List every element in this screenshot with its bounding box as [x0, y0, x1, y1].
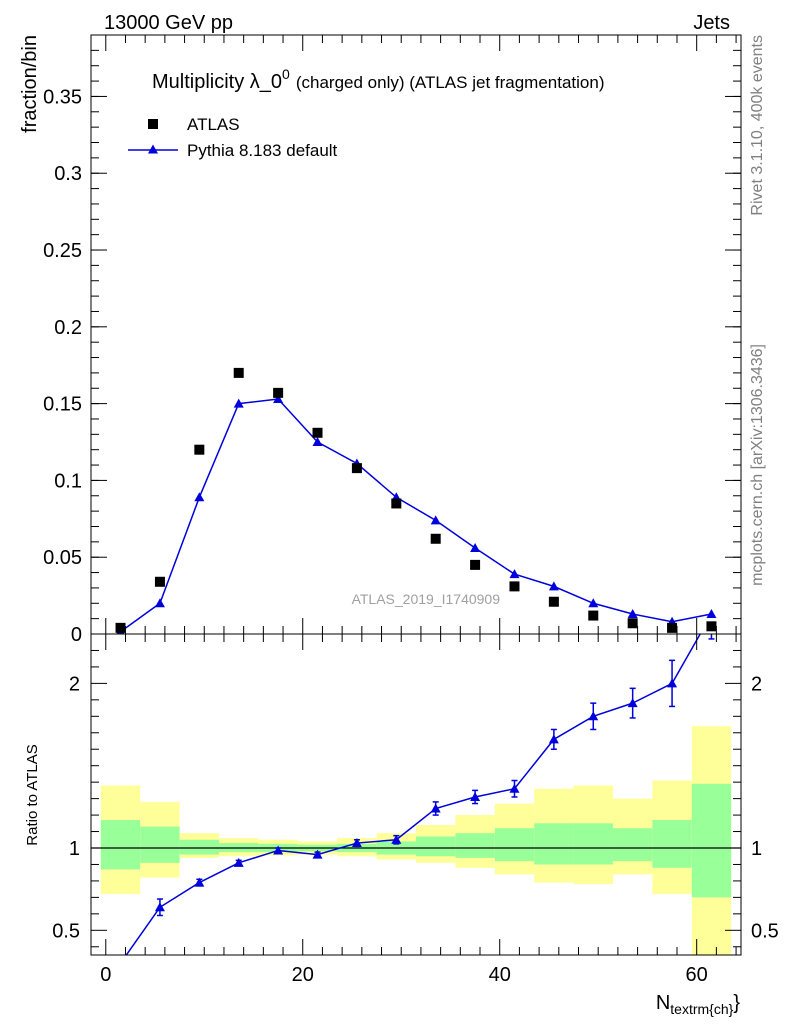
- ratio-point: [233, 857, 244, 867]
- legend-mc-label: Pythia 8.183 default: [187, 141, 338, 160]
- x-tick-label: 60: [686, 964, 708, 986]
- ratio-point: [312, 849, 323, 859]
- plot-title: Multiplicity λ_00 (charged only) (ATLAS j…: [152, 66, 605, 93]
- ratio-y-tick-label-right: 1: [751, 838, 762, 860]
- ratio-point: [667, 678, 678, 688]
- x-label-main: N: [656, 992, 670, 1014]
- mc-point: [233, 398, 244, 408]
- legend-data-marker: [148, 119, 158, 129]
- ratio-frame: [90, 633, 742, 956]
- uncertainty-band-inner: [455, 833, 495, 858]
- ratio-point: [116, 958, 126, 967]
- ratio-mc-line: [125, 634, 702, 955]
- ratio-point: [470, 791, 481, 801]
- main-y-tick-label: 0.2: [54, 317, 82, 339]
- data-point: [588, 610, 599, 621]
- ratio-point: [548, 734, 559, 744]
- uncertainty-band-inner: [100, 820, 141, 870]
- ratio-point: [194, 877, 205, 887]
- title-suffix: (charged only) (ATLAS jet fragmentation): [296, 73, 605, 92]
- uncertainty-band-inner: [179, 839, 220, 855]
- ratio-point: [154, 902, 165, 912]
- main-y-label: fraction/bin: [19, 35, 41, 133]
- mc-point: [588, 598, 599, 608]
- uncertainty-band-inner: [612, 828, 653, 862]
- x-tick-label: 20: [292, 964, 314, 986]
- analysis-watermark: ATLAS_2019_I1740909: [352, 591, 501, 607]
- main-y-tick-label: 0.15: [43, 394, 82, 416]
- energy-label: 13000 GeV pp: [104, 12, 233, 34]
- mc-point: [706, 609, 717, 619]
- ratio-panel: 0.5 0.51 12 20 20 40 60: [52, 633, 779, 986]
- mc-point: [194, 492, 205, 502]
- mc-point: [312, 437, 323, 447]
- mc-line: [120, 398, 712, 633]
- mc-point: [154, 598, 165, 608]
- mc-point: [548, 581, 559, 591]
- mc-point: [273, 394, 284, 404]
- data-point: [470, 559, 481, 570]
- data-point: [706, 621, 717, 632]
- ratio-point: [627, 698, 638, 708]
- ratio-y-tick-label-left: 2: [69, 673, 80, 695]
- data-point: [233, 367, 244, 378]
- main-y-tick-label: 0: [71, 624, 82, 646]
- data-point: [667, 622, 678, 633]
- ratio-point: [588, 711, 599, 721]
- main-y-tick-label: 0.05: [43, 547, 82, 569]
- process-label: Jets: [693, 12, 730, 34]
- mc-point: [509, 569, 520, 579]
- data-point: [391, 498, 402, 509]
- ratio-y-tick-label-left: 0.5: [52, 920, 80, 942]
- main-y-tick-label: 0.35: [43, 86, 82, 108]
- ratio-point: [509, 783, 520, 793]
- ratio-y-tick-label-right: 2: [751, 673, 762, 695]
- uncertainty-band-inner: [534, 823, 574, 865]
- data-point: [312, 427, 323, 438]
- mc-point: [470, 542, 481, 552]
- ratio-point: [391, 834, 402, 844]
- legend-mc-marker: [148, 144, 158, 154]
- data-point: [548, 596, 559, 607]
- ratio-point: [273, 845, 284, 855]
- main-y-tick-label: 0.3: [54, 163, 82, 185]
- data-point: [430, 533, 441, 544]
- x-axis-label: Ntextrm{ch}}: [656, 992, 740, 1017]
- title-superscript: 0: [282, 66, 290, 82]
- data-point: [627, 618, 638, 629]
- title-main: Multiplicity λ_0: [152, 71, 282, 93]
- uncertainty-band-inner: [140, 826, 180, 863]
- uncertainty-band-inner: [691, 783, 732, 898]
- data-point: [509, 581, 520, 592]
- ratio-y-tick-label-left: 1: [69, 838, 80, 860]
- x-tick-label: 0: [100, 964, 111, 986]
- uncertainty-band-inner: [416, 836, 456, 857]
- mcplots-label: mcplots.cern.ch [arXiv:1306.3436]: [749, 344, 766, 586]
- ratio-y-tick-label-right: 0.5: [751, 920, 779, 942]
- data-point: [273, 387, 284, 398]
- mc-point: [627, 609, 638, 619]
- legend-data-label: ATLAS: [187, 115, 240, 134]
- x-label-subscript: textrm{ch}: [670, 1001, 733, 1017]
- x-tick-label: 40: [489, 964, 511, 986]
- uncertainty-band-inner: [652, 820, 692, 868]
- data-point: [115, 622, 126, 633]
- ratio-y-label: Ratio to ATLAS: [24, 744, 41, 845]
- legend: ATLAS Pythia 8.183 default: [128, 115, 338, 160]
- mc-point: [430, 515, 441, 525]
- data-point: [194, 444, 205, 455]
- ratio-point: [351, 838, 362, 848]
- rivet-label: Rivet 3.1.10, 400k events: [749, 35, 766, 216]
- main-y-tick-label: 0.1: [54, 470, 82, 492]
- ratio-point: [430, 803, 441, 813]
- main-panel: 0 0.05 0.1 0.15 0.2 0.25 0.3 0.35: [43, 34, 742, 646]
- data-point: [351, 463, 362, 474]
- uncertainty-band-inner: [573, 823, 613, 865]
- x-label-brace: }: [733, 992, 740, 1014]
- data-point: [154, 576, 165, 587]
- main-y-tick-label: 0.25: [43, 240, 82, 262]
- uncertainty-band-inner: [494, 828, 535, 862]
